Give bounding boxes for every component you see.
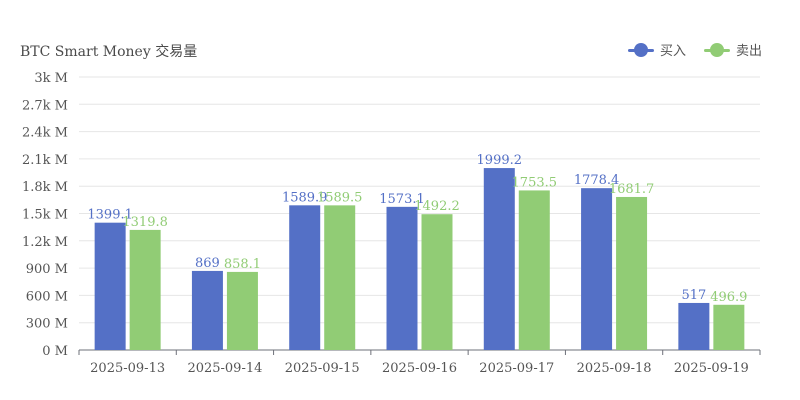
legend-label-buy: 买入 xyxy=(659,44,686,59)
y-tick-label: 2.1k M xyxy=(22,153,68,168)
bar-buy[interactable] xyxy=(94,222,126,350)
data-label: 869 xyxy=(195,256,220,271)
legend: 买入 卖出 xyxy=(627,40,762,59)
data-label: 1753.5 xyxy=(512,175,558,190)
y-tick-label: 900 M xyxy=(26,262,68,277)
bar-sell[interactable] xyxy=(518,190,550,350)
bar-sell[interactable] xyxy=(129,229,161,350)
chart-title: BTC Smart Money 交易量 xyxy=(20,44,198,60)
data-label: 1589.9 xyxy=(282,190,328,205)
y-tick-label: 0 M xyxy=(42,344,68,359)
bar-buy[interactable] xyxy=(289,205,321,350)
data-label: 1999.2 xyxy=(477,153,523,168)
y-tick-label: 1.8k M xyxy=(22,180,68,195)
bar-buy[interactable] xyxy=(191,270,223,350)
bar-buy[interactable] xyxy=(581,188,613,350)
bar-sell[interactable] xyxy=(616,196,648,350)
data-label: 1492.2 xyxy=(414,199,460,214)
data-label: 1573.1 xyxy=(379,192,425,207)
data-label: 1778.4 xyxy=(574,173,620,188)
y-tick-label: 2.4k M xyxy=(22,126,68,141)
data-label: 496.9 xyxy=(710,290,747,305)
data-label: 1319.8 xyxy=(122,215,168,230)
x-tick-label: 2025-09-16 xyxy=(382,361,457,376)
y-tick-label: 300 M xyxy=(26,317,68,332)
bar-buy[interactable] xyxy=(483,168,515,350)
legend-swatch-buy xyxy=(627,42,654,57)
x-tick-label: 2025-09-17 xyxy=(479,361,554,376)
x-tick-label: 2025-09-15 xyxy=(285,361,360,376)
bar-buy[interactable] xyxy=(386,206,418,350)
data-label: 517 xyxy=(681,288,706,303)
y-tick-label: 1.5k M xyxy=(22,208,68,223)
y-tick-label: 1.2k M xyxy=(22,235,68,250)
y-tick-label: 2.7k M xyxy=(22,98,68,113)
x-tick-label: 2025-09-14 xyxy=(187,361,262,376)
bar-buy[interactable] xyxy=(678,302,710,350)
bar-sell[interactable] xyxy=(324,205,356,350)
x-tick-label: 2025-09-18 xyxy=(577,361,652,376)
bar-sell[interactable] xyxy=(226,271,258,350)
bar-sell[interactable] xyxy=(713,304,745,350)
data-label: 1681.7 xyxy=(609,182,655,197)
y-tick-label: 3k M xyxy=(34,71,68,86)
bar-sell[interactable] xyxy=(421,214,453,350)
legend-label-sell: 卖出 xyxy=(735,44,762,59)
data-label: 858.1 xyxy=(224,257,261,272)
legend-swatch-sell xyxy=(703,42,730,57)
y-tick-label: 600 M xyxy=(26,289,68,304)
x-tick-label: 2025-09-19 xyxy=(674,361,749,376)
legend-item-sell[interactable]: 卖出 xyxy=(703,40,762,59)
data-label: 1399.1 xyxy=(87,208,133,223)
legend-item-buy[interactable]: 买入 xyxy=(627,40,686,59)
x-tick-label: 2025-09-13 xyxy=(90,361,165,376)
data-label: 1589.5 xyxy=(317,190,363,205)
